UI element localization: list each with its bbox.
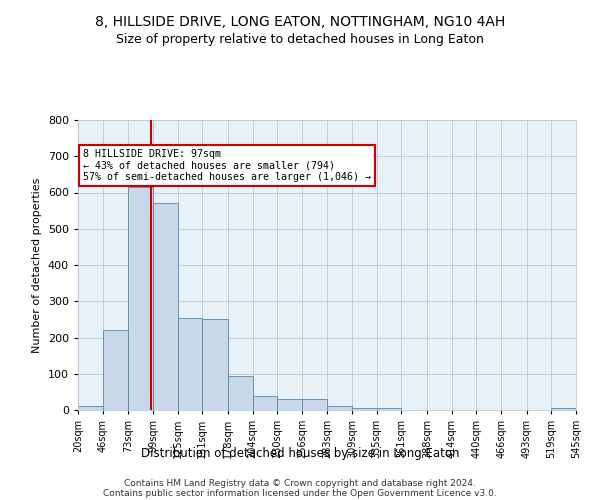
Bar bbox=[78, 406, 103, 410]
Bar bbox=[377, 408, 401, 410]
Bar bbox=[202, 320, 228, 410]
Text: Size of property relative to detached houses in Long Eaton: Size of property relative to detached ho… bbox=[116, 32, 484, 46]
Bar bbox=[228, 376, 253, 410]
Text: Contains public sector information licensed under the Open Government Licence v3: Contains public sector information licen… bbox=[103, 488, 497, 498]
Bar bbox=[153, 204, 178, 410]
Bar bbox=[352, 408, 377, 410]
Bar bbox=[551, 408, 576, 410]
Y-axis label: Number of detached properties: Number of detached properties bbox=[32, 178, 42, 352]
Bar bbox=[103, 330, 128, 410]
Text: 8 HILLSIDE DRIVE: 97sqm
← 43% of detached houses are smaller (794)
57% of semi-d: 8 HILLSIDE DRIVE: 97sqm ← 43% of detache… bbox=[83, 149, 371, 182]
Text: Distribution of detached houses by size in Long Eaton: Distribution of detached houses by size … bbox=[141, 448, 459, 460]
Bar bbox=[302, 399, 328, 410]
Text: 8, HILLSIDE DRIVE, LONG EATON, NOTTINGHAM, NG10 4AH: 8, HILLSIDE DRIVE, LONG EATON, NOTTINGHA… bbox=[95, 15, 505, 29]
Bar bbox=[277, 399, 302, 410]
Bar bbox=[328, 406, 352, 410]
Text: Contains HM Land Registry data © Crown copyright and database right 2024.: Contains HM Land Registry data © Crown c… bbox=[124, 478, 476, 488]
Bar bbox=[178, 318, 202, 410]
Bar bbox=[253, 396, 277, 410]
Bar bbox=[128, 187, 153, 410]
